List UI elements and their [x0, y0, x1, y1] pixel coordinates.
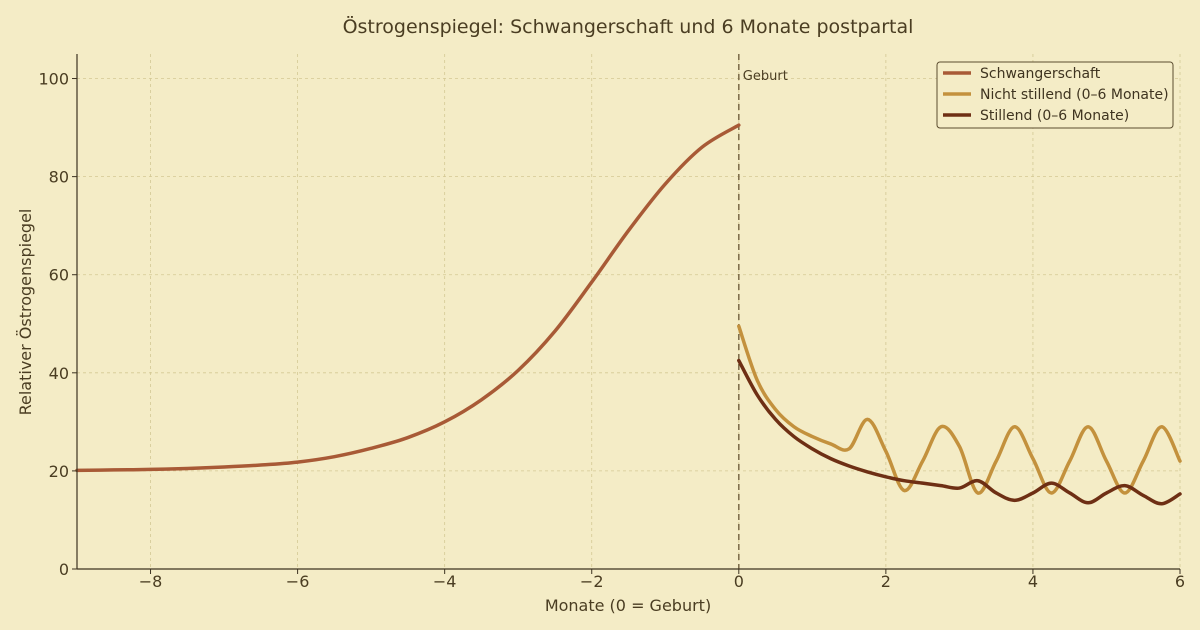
y-tick-label-0: 0 — [59, 560, 69, 579]
series-line-2 — [737, 358, 1182, 506]
series-line-0 — [75, 123, 741, 473]
birth-annotation: Geburt — [738, 54, 788, 569]
x-tick-label-2: −4 — [433, 572, 457, 591]
x-tick-label-7: 6 — [1175, 572, 1185, 591]
y-tick-label-4: 80 — [49, 168, 69, 187]
x-tick-label-1: −6 — [286, 572, 310, 591]
legend-label-2: Stillend (0–6 Monate) — [980, 108, 1129, 124]
x-tick-label-4: 0 — [734, 572, 744, 591]
x-tick-label-6: 4 — [1028, 572, 1038, 591]
axes — [76, 54, 1180, 570]
legend: Schwangerschaft Nicht stillend (0–6 Monat… — [936, 61, 1174, 129]
x-axis-label: Monate (0 = Geburt) — [545, 596, 711, 615]
y-tick-label-1: 20 — [49, 462, 69, 481]
y-tick-label-3: 60 — [49, 266, 69, 285]
y-tick-label-5: 100 — [38, 70, 69, 89]
legend-box — [936, 61, 1174, 129]
legend-label-0: Schwangerschaft — [980, 66, 1101, 82]
x-tick-label-5: 2 — [881, 572, 891, 591]
series-line-1 — [737, 324, 1182, 495]
series-group — [75, 123, 1182, 506]
chart-title: Östrogenspiegel: Schwangerschaft und 6 M… — [343, 15, 914, 38]
x-tick-label-3: −2 — [580, 572, 604, 591]
birth-label: Geburt — [743, 69, 788, 84]
y-axis-label: Relativer Östrogenspiegel — [16, 209, 35, 416]
legend-label-1: Nicht stillend (0–6 Monate) — [980, 87, 1169, 103]
x-tick-label-0: −8 — [139, 572, 163, 591]
y-tick-label-2: 40 — [49, 364, 69, 383]
